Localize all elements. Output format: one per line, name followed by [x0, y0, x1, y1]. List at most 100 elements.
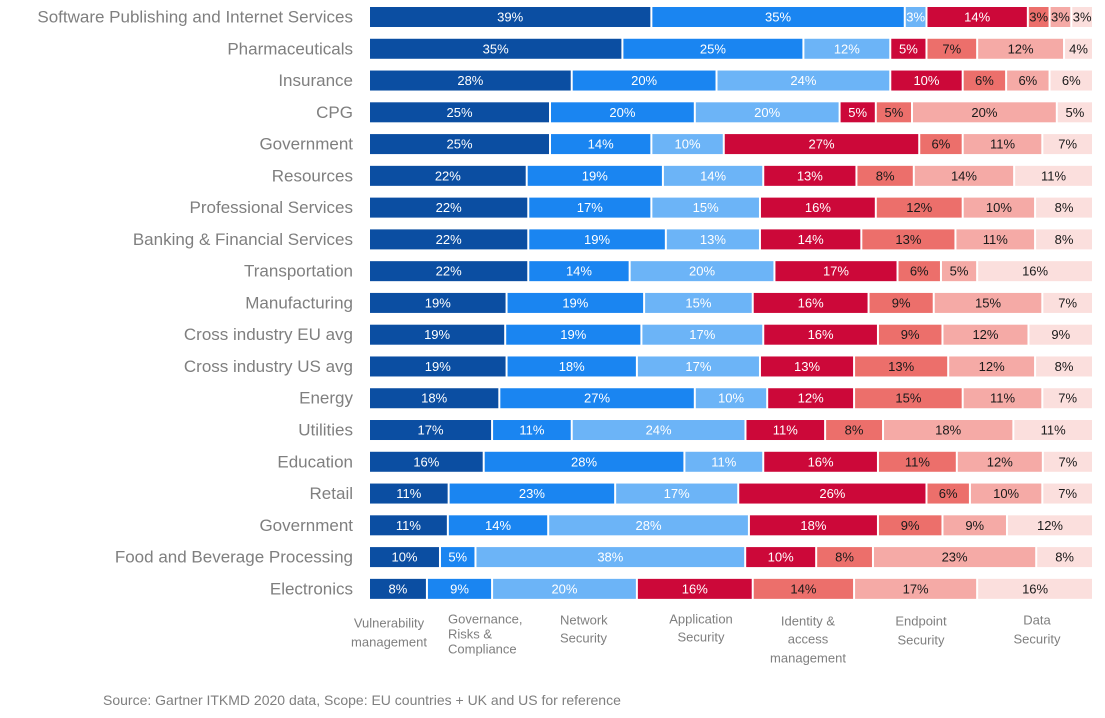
data-label: 12%: [972, 327, 998, 342]
bar-segment: [764, 451, 877, 472]
bar-row: Retail 11% 23% 17% 26% 6% 10% 7%: [310, 483, 1092, 504]
bar-segment: [572, 420, 745, 441]
bar-segment: [739, 483, 926, 504]
bar-row: Cross industry US avg 19% 18% 17% 13% 13% 12% 8…: [184, 356, 1092, 377]
data-label: 15%: [895, 391, 921, 406]
bar-segment: [957, 451, 1042, 472]
data-label: 22%: [436, 264, 462, 279]
data-label: 20%: [971, 105, 997, 120]
data-label: 15%: [685, 295, 711, 310]
data-label: 8%: [845, 423, 864, 438]
data-label: 9%: [965, 518, 984, 533]
bar-segment: [529, 197, 651, 218]
bar-segment: [652, 197, 759, 218]
data-label: 12%: [1008, 41, 1034, 56]
legend-label: Security: [678, 630, 725, 645]
data-label: 24%: [790, 73, 816, 88]
bar-segment: [1036, 229, 1092, 250]
bar-segment: [884, 420, 1013, 441]
data-label: 27%: [584, 391, 610, 406]
data-label: 11%: [396, 518, 421, 533]
category-label: Resources: [272, 166, 353, 185]
bar-segment: [1050, 70, 1092, 91]
bar-segment: [840, 102, 875, 123]
data-label: 9%: [450, 581, 469, 596]
data-label: 35%: [483, 41, 509, 56]
bar-segment: [1043, 451, 1092, 472]
data-label: 11%: [396, 486, 421, 501]
data-label: 5%: [448, 550, 467, 565]
bar-segment: [1043, 483, 1092, 504]
bar-segment: [920, 134, 962, 155]
bar-row: Software Publishing and Internet Service…: [37, 7, 1092, 27]
category-label: Transportation: [244, 262, 353, 281]
data-label: 19%: [425, 295, 451, 310]
bar-segment: [551, 134, 651, 155]
bar-segment: [869, 292, 933, 313]
bar-segment: [746, 547, 816, 568]
data-label: 12%: [987, 454, 1013, 469]
data-label: 20%: [631, 73, 657, 88]
data-label: 10%: [993, 486, 1019, 501]
data-label: 6%: [1062, 73, 1081, 88]
bar-segment: [506, 324, 641, 345]
data-label: 8%: [1055, 200, 1074, 215]
data-label: 7%: [1059, 454, 1078, 469]
bar-row: Government 11% 14% 28% 18% 9% 9% 12%: [259, 515, 1092, 536]
data-label: 6%: [975, 73, 994, 88]
bar-row: Resources 22% 19% 14% 13% 8% 14% 11%: [272, 165, 1092, 186]
bar-segment: [507, 356, 636, 377]
bar-segment: [476, 547, 745, 568]
bar-segment: [440, 547, 475, 568]
source-note: Source: Gartner ITKMD 2020 data, Scope: …: [103, 692, 621, 708]
bar-segment: [804, 38, 890, 59]
bar-segment: [500, 388, 694, 409]
data-label: 11%: [990, 137, 1015, 152]
category-label: Electronics: [270, 579, 353, 598]
bar-segment: [826, 420, 883, 441]
bar-segment: [978, 261, 1092, 282]
data-label: 15%: [975, 295, 1001, 310]
category-label: Energy: [299, 389, 353, 408]
data-label: 28%: [636, 518, 662, 533]
bar-segment: [878, 324, 942, 345]
data-label: 27%: [808, 137, 834, 152]
data-label: 19%: [562, 295, 588, 310]
bar-segment: [527, 165, 662, 186]
data-label: 9%: [892, 295, 911, 310]
bar-segment: [370, 102, 549, 123]
category-label: Banking & Financial Services: [133, 230, 353, 249]
bar-row: Insurance 28% 20% 24% 10% 6% 6% 6%: [278, 70, 1092, 91]
bar-segment: [927, 483, 969, 504]
bar-row: Banking & Financial Services 22% 19% 13% 14%…: [133, 229, 1092, 250]
bar-segment: [963, 197, 1035, 218]
bar-segment: [695, 102, 839, 123]
data-label: 25%: [446, 137, 472, 152]
bar-segment: [448, 515, 548, 536]
data-label: 17%: [689, 327, 715, 342]
bar-segment: [637, 356, 759, 377]
data-label: 19%: [425, 359, 451, 374]
bar-segment: [876, 102, 911, 123]
data-label: 11%: [983, 232, 1008, 247]
bar-segment: [695, 388, 767, 409]
category-label: Manufacturing: [245, 293, 353, 312]
data-label: 7%: [1058, 391, 1077, 406]
data-label: 14%: [790, 581, 816, 596]
bar-segment: [855, 578, 977, 599]
bar-segment: [1043, 134, 1092, 155]
data-label: 16%: [808, 327, 834, 342]
legend-label: Application: [669, 612, 733, 627]
bar-segment: [760, 197, 875, 218]
category-label: Government: [259, 516, 353, 535]
bar-segment: [449, 483, 615, 504]
data-label: 10%: [391, 550, 417, 565]
bar-segment: [768, 388, 854, 409]
data-label: 8%: [389, 581, 408, 596]
bar-segment: [630, 261, 774, 282]
bar-segment: [572, 70, 716, 91]
data-label: 14%: [566, 264, 592, 279]
data-label: 11%: [711, 454, 736, 469]
data-label: 9%: [1051, 327, 1070, 342]
